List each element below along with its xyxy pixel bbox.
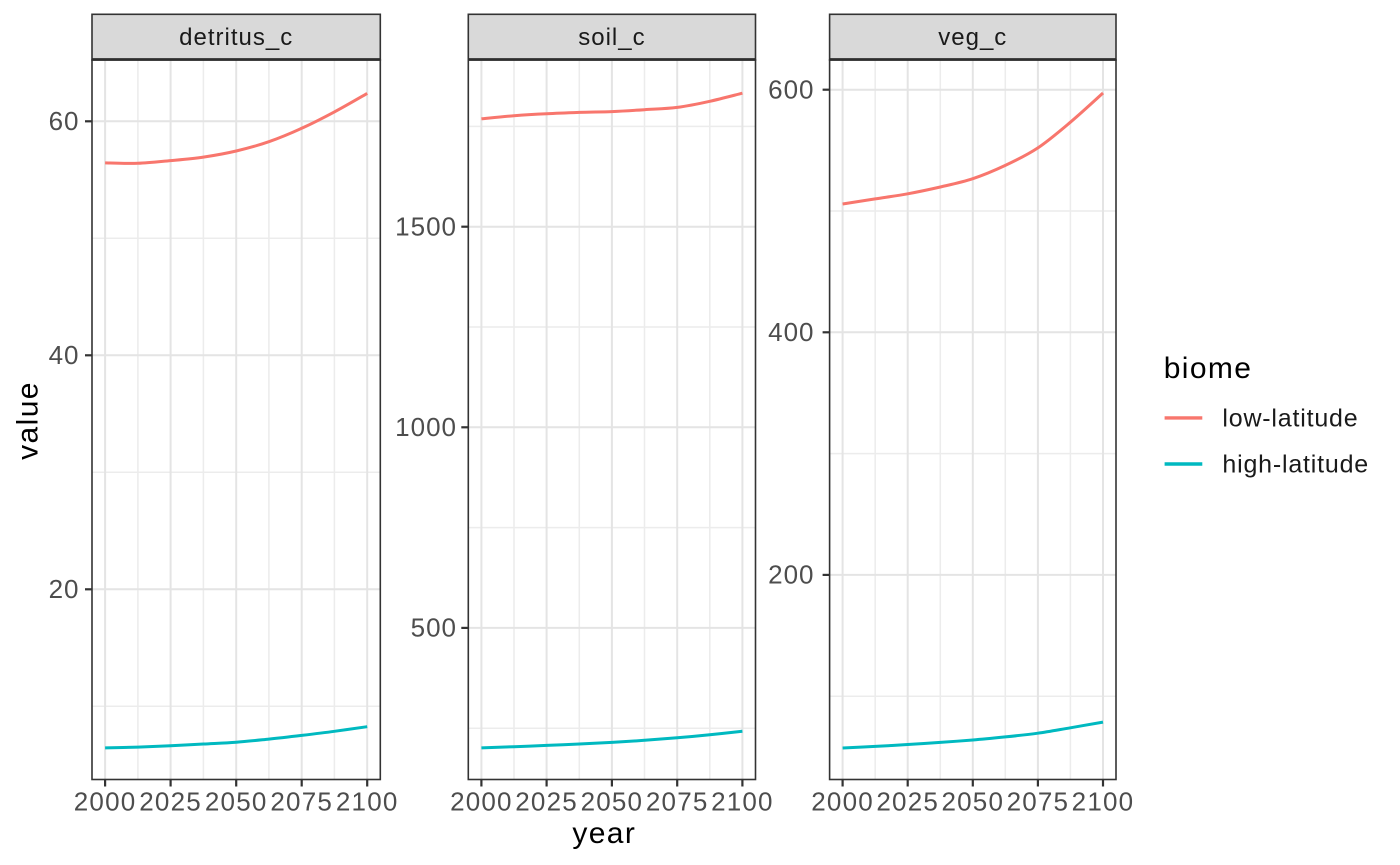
svg-text:2075: 2075	[646, 787, 709, 817]
svg-text:2075: 2075	[1007, 787, 1070, 817]
svg-text:biome: biome	[1164, 352, 1253, 385]
svg-text:2100: 2100	[336, 787, 399, 817]
svg-text:low-latitude: low-latitude	[1222, 404, 1358, 432]
svg-text:600: 600	[768, 74, 814, 104]
svg-text:500: 500	[411, 613, 457, 643]
svg-text:2000: 2000	[811, 787, 874, 817]
svg-text:400: 400	[768, 317, 814, 347]
svg-text:40: 40	[49, 340, 80, 370]
svg-text:200: 200	[768, 560, 814, 590]
svg-text:value: value	[12, 381, 45, 460]
svg-text:2000: 2000	[74, 787, 137, 817]
svg-text:2100: 2100	[1072, 787, 1135, 817]
svg-text:20: 20	[49, 574, 80, 604]
svg-text:2050: 2050	[205, 787, 268, 817]
svg-text:2025: 2025	[515, 787, 578, 817]
svg-text:2100: 2100	[711, 787, 774, 817]
svg-text:high-latitude: high-latitude	[1222, 450, 1369, 478]
svg-text:soil_c: soil_c	[578, 24, 645, 51]
svg-text:60: 60	[49, 106, 80, 136]
svg-text:2000: 2000	[450, 787, 513, 817]
svg-text:1500: 1500	[395, 211, 457, 241]
svg-text:2050: 2050	[941, 787, 1004, 817]
svg-text:1000: 1000	[395, 412, 457, 442]
svg-text:detritus_c: detritus_c	[179, 24, 293, 51]
svg-text:2025: 2025	[876, 787, 939, 817]
svg-text:veg_c: veg_c	[938, 24, 1007, 51]
svg-text:2025: 2025	[139, 787, 202, 817]
svg-text:2075: 2075	[270, 787, 333, 817]
svg-text:year: year	[572, 817, 636, 850]
svg-text:2050: 2050	[581, 787, 644, 817]
